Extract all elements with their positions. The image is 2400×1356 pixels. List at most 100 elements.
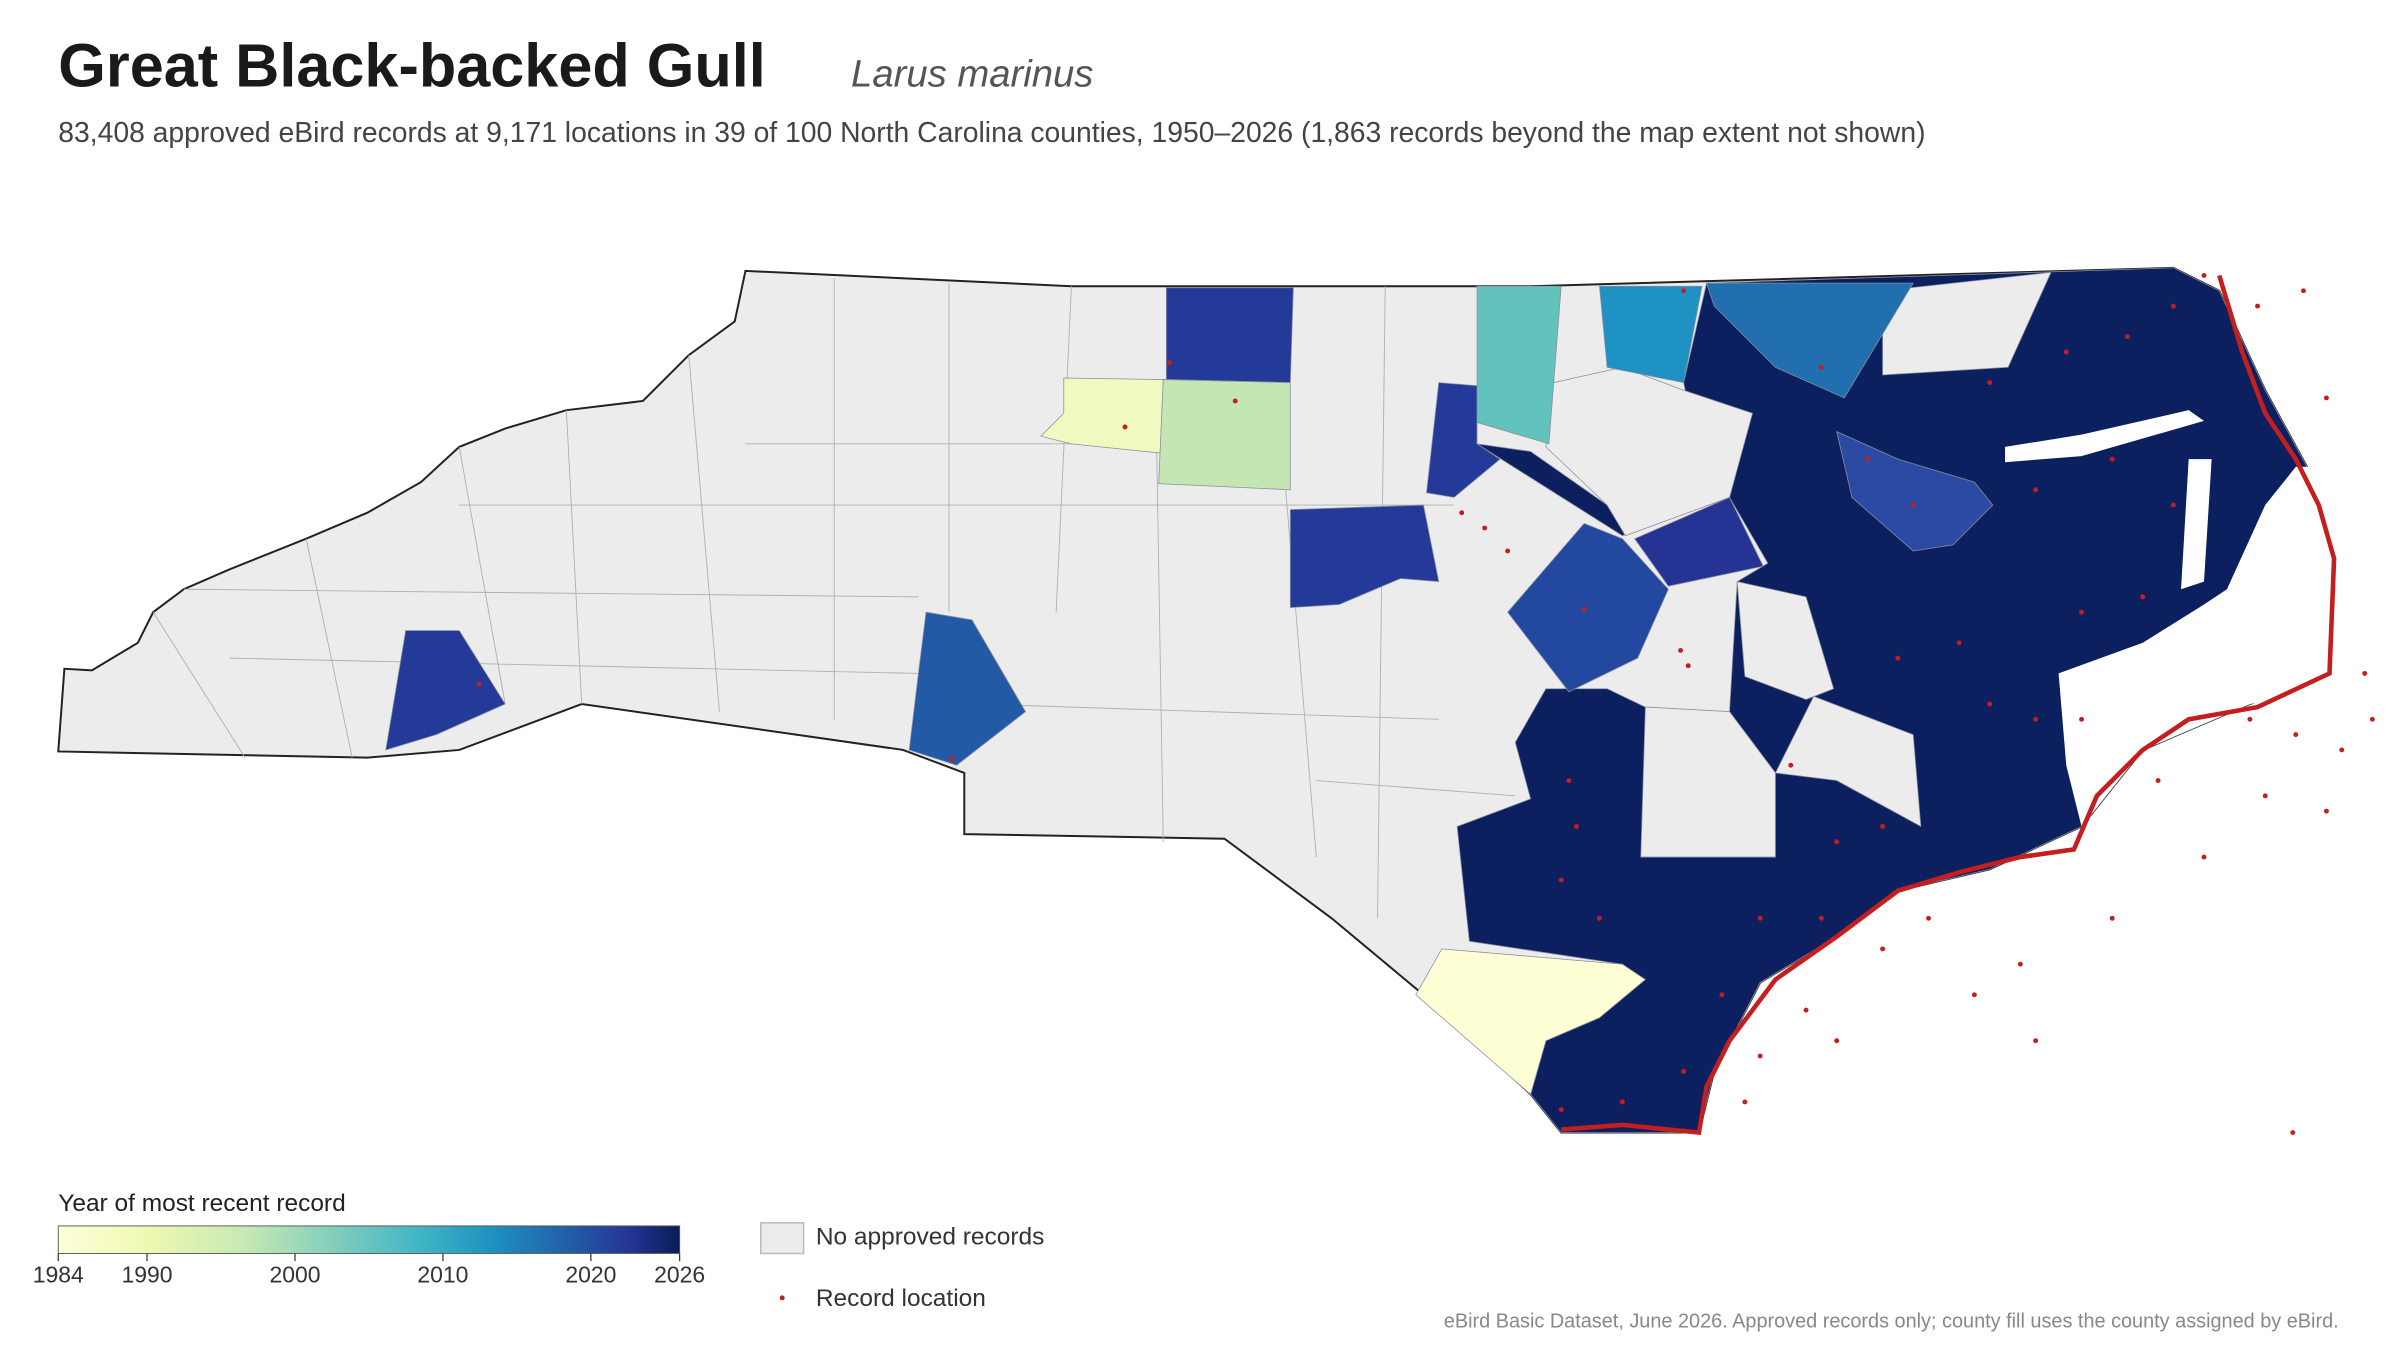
source-note: eBird Basic Dataset, June 2026. Approved…	[1444, 1311, 2339, 1333]
colorbar-tick-label: 2000	[269, 1261, 320, 1287]
county-fill	[1426, 382, 1501, 498]
county-fill	[1882, 271, 2052, 376]
county-fill	[1774, 695, 1922, 828]
county-fill	[1706, 282, 1914, 399]
county-fill	[1599, 285, 1703, 384]
record-dot	[2262, 793, 2268, 799]
county-fill	[1736, 581, 1835, 700]
record-dot	[1880, 824, 1886, 829]
legend-title: Year of most recent record	[58, 1190, 345, 1217]
record-dot	[1574, 824, 1579, 829]
record-dots	[476, 273, 2375, 1135]
record-dot	[2170, 303, 2176, 309]
record-dot	[1895, 655, 1901, 661]
record-dot	[2247, 716, 2253, 722]
record-dot	[1459, 510, 1465, 516]
record-dot	[1818, 364, 1824, 370]
record-dot	[949, 756, 955, 762]
record-dot	[2201, 273, 2207, 278]
record-dot	[1681, 1068, 1687, 1074]
record-swatch	[779, 1295, 785, 1301]
county-fill	[1507, 522, 1669, 693]
record-dot	[1757, 1053, 1763, 1059]
record-dot	[1818, 915, 1824, 921]
record-dot	[2155, 778, 2161, 783]
record-dot	[2362, 670, 2368, 676]
record-dot	[476, 681, 482, 687]
sound-water	[2005, 410, 2204, 463]
record-dot	[2079, 609, 2085, 615]
colorbar-ramp	[57, 1225, 681, 1254]
record-dot	[1910, 502, 1916, 508]
colorbar-tick-label: 2010	[417, 1261, 468, 1287]
record-dot	[1926, 915, 1931, 921]
sound-water	[2058, 466, 2342, 827]
record-dot	[2079, 716, 2085, 722]
sound-water	[2181, 459, 2212, 590]
colorbar-tick-label: 2026	[654, 1261, 705, 1287]
record-dot	[1834, 839, 1840, 845]
record-dot	[1681, 288, 1687, 294]
record-dot	[2170, 502, 2176, 508]
county-lines	[152, 278, 1516, 919]
county-fill	[1158, 379, 1291, 491]
colorbar-tick-label: 2020	[565, 1261, 616, 1287]
record-dot	[1987, 701, 1993, 707]
record-dot	[2339, 747, 2345, 753]
record-dot	[1987, 380, 1993, 386]
record-location-label: Record location	[816, 1285, 986, 1312]
record-dot	[2033, 716, 2039, 722]
record-dot	[1558, 1107, 1564, 1113]
record-dot	[1122, 424, 1128, 430]
no-records-label: No approved records	[816, 1224, 1045, 1251]
county-fill	[1836, 430, 1994, 552]
record-dot	[2109, 915, 2115, 921]
record-dot	[2125, 334, 2130, 340]
record-dot	[1581, 606, 1587, 612]
record-dot	[1166, 360, 1172, 366]
county-fill	[385, 630, 506, 751]
record-dot	[1971, 992, 1977, 998]
record-dot	[1719, 992, 1725, 998]
record-dot	[1864, 456, 1870, 462]
record-dot	[1566, 778, 1572, 783]
record-dot	[1619, 1099, 1625, 1105]
record-dot	[1678, 648, 1684, 653]
county-fill	[1640, 706, 1776, 858]
record-dot	[2033, 1038, 2039, 1044]
colorbar-tick-label: 1984	[33, 1261, 84, 1287]
record-dot	[1956, 640, 1962, 646]
record-dot	[1482, 525, 1488, 531]
record-dot	[2293, 732, 2299, 738]
title: Great Black-backed Gull	[58, 32, 766, 100]
county-fill	[908, 611, 1027, 766]
record-dot	[1757, 915, 1763, 921]
record-dot	[2140, 594, 2146, 600]
record-dot	[1880, 946, 1886, 952]
record-dot	[2290, 1130, 2296, 1135]
colorbar-tick-label: 1990	[122, 1261, 173, 1287]
state-map	[57, 266, 2375, 1136]
subtitle: 83,408 approved eBird records at 9,171 l…	[58, 116, 1925, 148]
record-dot	[2255, 303, 2261, 309]
record-dot	[1505, 548, 1511, 554]
record-dot	[1834, 1038, 1840, 1044]
record-dot	[1685, 663, 1691, 669]
colorbar: 1984 1990 2000 2010 2020 2026	[33, 1225, 705, 1287]
county-fill	[1415, 948, 1647, 1095]
no-records-swatch	[759, 1222, 805, 1255]
record-dot	[2109, 456, 2115, 462]
record-dot	[2323, 395, 2329, 401]
county-fill	[1476, 285, 1562, 445]
record-dot	[2063, 349, 2069, 355]
record-dot	[2017, 961, 2023, 967]
record-dot	[1742, 1099, 1748, 1105]
county-fill	[1289, 504, 1440, 609]
record-dot	[2369, 716, 2375, 722]
record-dot	[1232, 398, 1238, 404]
record-dot	[2323, 808, 2329, 814]
record-dot	[2201, 854, 2207, 860]
scientific-name: Larus marinus	[851, 53, 1093, 96]
county-fill	[1634, 496, 1764, 587]
record-dot	[1558, 877, 1564, 883]
